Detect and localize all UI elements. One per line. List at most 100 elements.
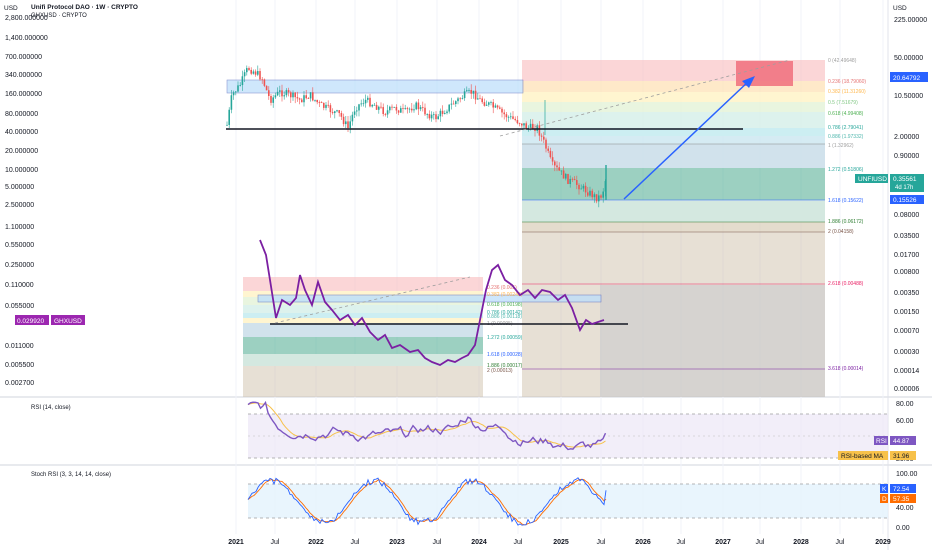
fib-upper-zones [522, 60, 825, 397]
candle-body [582, 185, 585, 189]
stoch-title[interactable]: Stoch RSI (3, 3, 14, 14, close) [31, 472, 111, 478]
left-axis-tick: 700.000000 [5, 54, 42, 61]
candle-body [334, 111, 336, 114]
candle-body [232, 92, 235, 96]
left-axis-tick: 0.110000 [5, 282, 34, 289]
fibl-zone-236 [243, 291, 483, 297]
candle-body [296, 97, 299, 99]
left-axis-tick: 10.000000 [5, 167, 38, 174]
rsi-line[interactable] [247, 400, 607, 451]
candle-body [483, 102, 486, 106]
candle-body [507, 116, 510, 118]
range-box-upper[interactable] [226, 79, 524, 94]
rsi-title[interactable]: RSI (14, close) [31, 405, 71, 411]
candle-body [452, 103, 455, 105]
candle-body [340, 113, 343, 117]
left-axis-tick: 2.500000 [5, 202, 34, 209]
rsi-axis-tick: 60.00 [896, 418, 914, 425]
candle-body [331, 112, 334, 114]
rsi-value-label[interactable]: RSI 44.87 [874, 436, 916, 445]
price-label-ghx-value-bg [15, 315, 49, 325]
candle-body [367, 97, 369, 100]
candle-body [441, 110, 444, 114]
candle-body [323, 102, 325, 108]
x-axis-tick: Jul [597, 539, 606, 546]
candle-body [281, 90, 283, 97]
price-label-target-high[interactable]: 20.64792 [890, 72, 928, 82]
candle-body [342, 116, 345, 125]
x-axis-tick: 2022 [308, 539, 324, 546]
candle-body [347, 121, 349, 128]
range-box-lower[interactable] [257, 294, 602, 303]
candle-body [259, 71, 261, 80]
rsi-value-bg [890, 436, 916, 445]
fib-zone-1618 [522, 200, 825, 222]
rsi-ma-value-label[interactable]: RSI-based MA 31.96 [838, 451, 916, 460]
stoch-d-label[interactable]: D 57.35 [880, 494, 916, 503]
price-label-unfi[interactable]: UNFIUSD 0.35561 4d 17h [855, 174, 924, 192]
fib-upper-label: 1 (1.32962) [828, 143, 854, 149]
arrow-head[interactable] [742, 76, 755, 88]
candle-body [435, 114, 437, 120]
candle-body [380, 106, 382, 108]
candle-body [243, 72, 246, 77]
stoch-k-line[interactable] [247, 477, 607, 526]
candle-body [593, 194, 596, 198]
candle-body [371, 105, 373, 107]
candle-body [327, 104, 329, 106]
forecast-arrow[interactable] [623, 76, 755, 200]
candle-body [474, 90, 477, 100]
fibl-zone-0 [243, 277, 483, 291]
fib-upper-labels: 0 (42.49648) 0.236 (18.79060) 0.382 (11.31… [828, 58, 866, 235]
right-axis-tick: 0.03500 [894, 233, 919, 240]
candle-body [309, 92, 312, 99]
candle-body [406, 108, 409, 110]
candle-body [499, 107, 501, 109]
candle-body [503, 112, 505, 115]
candle-body [248, 68, 250, 70]
candle-body [239, 85, 241, 86]
candle-body [305, 95, 307, 99]
stoch-k-label[interactable]: K 72.54 [880, 484, 916, 493]
candle-body [318, 102, 321, 103]
candle-body [479, 98, 481, 100]
fib-zone-382 [522, 92, 825, 102]
candle-body [567, 173, 569, 184]
candle-body [595, 194, 598, 202]
candle-body [274, 95, 277, 98]
fib-upper-label: 2 (0.04158) [828, 229, 854, 235]
x-axis-tick: Jul [514, 539, 523, 546]
price-label-ghx[interactable]: 0.029920 GHXUSD [15, 315, 85, 325]
candle-body [294, 92, 296, 98]
candle-body [250, 69, 252, 74]
candle-body [521, 123, 523, 126]
rsi-name: RSI [876, 438, 887, 445]
stoch-d-name-bg [880, 494, 888, 503]
fib-zone-618 [522, 112, 825, 128]
stoch-d-line[interactable] [247, 478, 607, 526]
rsi-ma-name-bg [838, 451, 888, 460]
candle-body [329, 105, 332, 113]
arrow-shaft[interactable] [623, 79, 751, 200]
candle-body [554, 161, 556, 166]
stoch-axis-tick: 100.00 [896, 471, 918, 478]
fib-lower-label: 0.786 (0.00142) [487, 310, 523, 316]
ghx-overlay-line[interactable] [259, 239, 605, 366]
candle-body [408, 108, 411, 110]
candle-body [525, 123, 527, 129]
right-axis-tick: 0.00014 [894, 368, 919, 375]
candle-body [573, 179, 576, 181]
stoch-d-name: D [882, 496, 887, 503]
price-label-high-value: 20.64792 [893, 75, 920, 82]
price-label-target-low[interactable]: 0.15526 [890, 195, 924, 204]
left-axis-tick: 0.550000 [5, 242, 34, 249]
candle-body [226, 124, 228, 126]
left-currency-label: USD [4, 5, 18, 12]
x-axis-tick: Jul [271, 539, 280, 546]
price-label-unfi-name-bg [855, 174, 888, 183]
left-axis-tick: 0.055000 [5, 303, 34, 310]
right-axis-tick: 0.00150 [894, 309, 919, 316]
fib-upper-label: 0.382 (11.31260) [828, 89, 866, 95]
candle-body [549, 150, 552, 158]
